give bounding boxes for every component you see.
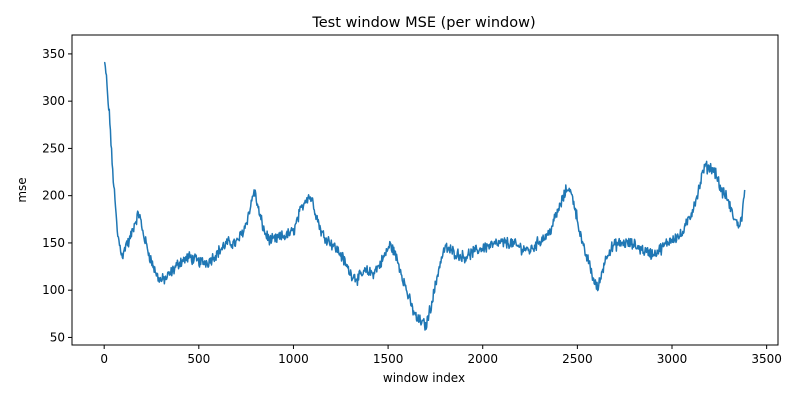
y-tick-label: 250 bbox=[42, 141, 65, 155]
x-axis-label: window index bbox=[383, 371, 465, 385]
x-tick-label: 2500 bbox=[562, 352, 593, 366]
y-tick-label: 150 bbox=[42, 236, 65, 250]
x-tick-label: 3000 bbox=[657, 352, 688, 366]
series-line bbox=[103, 61, 746, 331]
y-tick-label: 200 bbox=[42, 189, 65, 203]
x-tick-label: 500 bbox=[187, 352, 210, 366]
y-tick-label: 50 bbox=[50, 330, 65, 344]
y-axis: 50 100 150 200 250 300 350 bbox=[42, 47, 72, 344]
x-axis: 0 500 1000 1500 2000 2500 3000 3500 bbox=[100, 345, 782, 366]
plot-area bbox=[103, 61, 746, 331]
x-tick-label: 1000 bbox=[278, 352, 309, 366]
chart-title: Test window MSE (per window) bbox=[311, 15, 535, 31]
x-tick-label: 3500 bbox=[751, 352, 782, 366]
y-axis-label: mse bbox=[15, 177, 29, 202]
y-tick-label: 100 bbox=[42, 283, 65, 297]
x-tick-label: 0 bbox=[100, 352, 108, 366]
plot-frame bbox=[71, 34, 779, 346]
y-tick-label: 350 bbox=[42, 47, 65, 61]
x-tick-label: 2000 bbox=[467, 352, 498, 366]
x-tick-label: 1500 bbox=[373, 352, 404, 366]
y-tick-label: 300 bbox=[42, 94, 65, 108]
